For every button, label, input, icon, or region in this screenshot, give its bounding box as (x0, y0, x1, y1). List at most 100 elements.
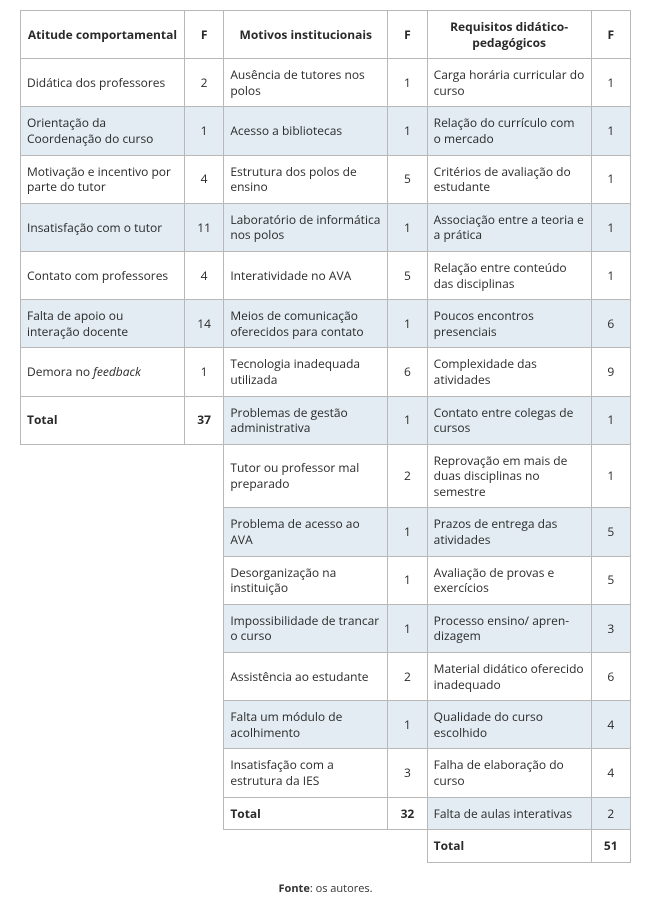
cell-b-f: 5 (388, 155, 427, 203)
cell-a-label: Contato com professores (21, 251, 185, 299)
table-row: Problema de acesso ao AVA1Prazos de entr… (21, 508, 631, 556)
cell-a-f: 1 (184, 107, 223, 155)
cell-c-label: Avaliação de provas e exercícios (427, 556, 591, 604)
cell-b-label: Insatisfação com a estrutura da IES (224, 749, 388, 797)
cell-c-f: 5 (591, 508, 630, 556)
empty-cell (21, 701, 185, 749)
cell-a-f: 4 (184, 251, 223, 299)
cell-a-label: Insatisfação com o tutor (21, 203, 185, 251)
table-row: Orientação da Coordenação do curso1Acess… (21, 107, 631, 155)
cell-b-label: Meios de comunicação oferecidos para con… (224, 300, 388, 348)
empty-cell (21, 604, 185, 652)
cell-b-label: Ausência de tutores nos polos (224, 59, 388, 107)
cell-b-f: 32 (388, 797, 427, 830)
table-row: Desorganização na instituição1Avaliação … (21, 556, 631, 604)
table-row: Didática dos professores2Ausência de tut… (21, 59, 631, 107)
cell-c-f: 1 (591, 155, 630, 203)
table-row: Motivação e incentivo por parte do tutor… (21, 155, 631, 203)
cell-a-f: 37 (184, 396, 223, 444)
cell-c-f: 4 (591, 749, 630, 797)
header-col4: F (388, 11, 427, 59)
cell-b-label: Impossibilidade de trancar o curso (224, 604, 388, 652)
empty-cell (21, 797, 185, 830)
empty-cell (21, 556, 185, 604)
table-row: Assistência ao estudante2Material didáti… (21, 653, 631, 701)
empty-cell (21, 508, 185, 556)
cell-b-f: 1 (388, 604, 427, 652)
empty-cell (184, 653, 223, 701)
cell-a-label: Demora no feedback (21, 348, 185, 396)
header-col6: F (591, 11, 630, 59)
cell-c-label: Qualidade do curso escolhido (427, 701, 591, 749)
cell-c-label: Falha de elaboração do curso (427, 749, 591, 797)
empty-cell (184, 701, 223, 749)
empty-cell (224, 830, 388, 863)
cell-b-label: Falta um módulo de acolhimento (224, 701, 388, 749)
cell-c-f: 6 (591, 300, 630, 348)
cell-a-label: Orientação da Coordenação do curso (21, 107, 185, 155)
cell-c-label: Contato entre colegas de cursos (427, 396, 591, 444)
empty-cell (184, 604, 223, 652)
table-row: Total51 (21, 830, 631, 863)
cell-b-f: 1 (388, 556, 427, 604)
cell-a-label: Didática dos professores (21, 59, 185, 107)
table-row: Impossibilidade de trancar o curso1Proce… (21, 604, 631, 652)
empty-cell (184, 830, 223, 863)
cell-b-f: 2 (388, 653, 427, 701)
empty-cell (21, 444, 185, 508)
cell-c-label: Complexidade das atividades (427, 348, 591, 396)
table-row: Total37Problemas de gestão administrativ… (21, 396, 631, 444)
header-col3: Motivos institucionais (224, 11, 388, 59)
cell-b-label: Acesso a bibliotecas (224, 107, 388, 155)
cell-b-label: Problemas de gestão administrativa (224, 396, 388, 444)
cell-c-f: 1 (591, 107, 630, 155)
cell-c-f: 4 (591, 701, 630, 749)
cell-b-label: Desorganização na instituição (224, 556, 388, 604)
cell-b-label: Tecnologia inadequada utilizada (224, 348, 388, 396)
header-col2: F (184, 11, 223, 59)
source-line: Fonte: os autores. (20, 881, 631, 896)
cell-c-f: 5 (591, 556, 630, 604)
source-text: : os autores. (310, 881, 373, 896)
table-body: Didática dos professores 2 Ausência de tut… (21, 59, 631, 863)
cell-b-label: Estrutura dos polos de ensino (224, 155, 388, 203)
cell-c-label: Reprovação em mais de duas disciplinas n… (427, 444, 591, 508)
cell-a-f: 11 (184, 203, 223, 251)
table-row: Tutor ou professor mal preparado2Reprova… (21, 444, 631, 508)
cell-b-label: Tutor ou professor mal preparado (224, 444, 388, 508)
table-row: Falta de apoio ou interação docente14Mei… (21, 300, 631, 348)
table-row: Insatisfação com o tutor11Laboratório de… (21, 203, 631, 251)
cell-b-f: 1 (388, 300, 427, 348)
table-row: Contato com professores4Interatividade n… (21, 251, 631, 299)
header-col1: Atitude comportamental (21, 11, 185, 59)
table-header-row: Atitude comportamental F Motivos institu… (21, 11, 631, 59)
cell-b-f: 1 (388, 701, 427, 749)
empty-cell (184, 797, 223, 830)
empty-cell (21, 749, 185, 797)
cell-c-label: Material didático oferecido inadequado (427, 653, 591, 701)
cell-c-label: Carga horária curricular do curso (427, 59, 591, 107)
cell-c-f: 9 (591, 348, 630, 396)
cell-c-label: Poucos encontros presenciais (427, 300, 591, 348)
cell-b-label: Total (224, 797, 388, 830)
cell-b-f: 5 (388, 251, 427, 299)
cell-c-f: 1 (591, 203, 630, 251)
cell-b-label: Laboratório de informática nos polos (224, 203, 388, 251)
cell-c-label: Relação entre conteúdo das disciplinas (427, 251, 591, 299)
table-row: Falta um módulo de acolhimento1Qualidade… (21, 701, 631, 749)
empty-cell (21, 653, 185, 701)
cell-c-label: Associação entre a teoria e a prática (427, 203, 591, 251)
cell-b-f: 3 (388, 749, 427, 797)
cell-c-f: 1 (591, 444, 630, 508)
data-table: Atitude comportamental F Motivos institu… (20, 10, 631, 863)
empty-cell (184, 749, 223, 797)
cell-c-label: Processo ensino/ apren-dizagem (427, 604, 591, 652)
cell-c-f: 2 (591, 797, 630, 830)
cell-a-label: Total (21, 396, 185, 444)
cell-a-f: 4 (184, 155, 223, 203)
table-wrapper: Atitude comportamental F Motivos institu… (20, 10, 631, 863)
cell-a-f: 14 (184, 300, 223, 348)
empty-cell (21, 830, 185, 863)
cell-c-f: 1 (591, 59, 630, 107)
cell-a-f: 1 (184, 348, 223, 396)
